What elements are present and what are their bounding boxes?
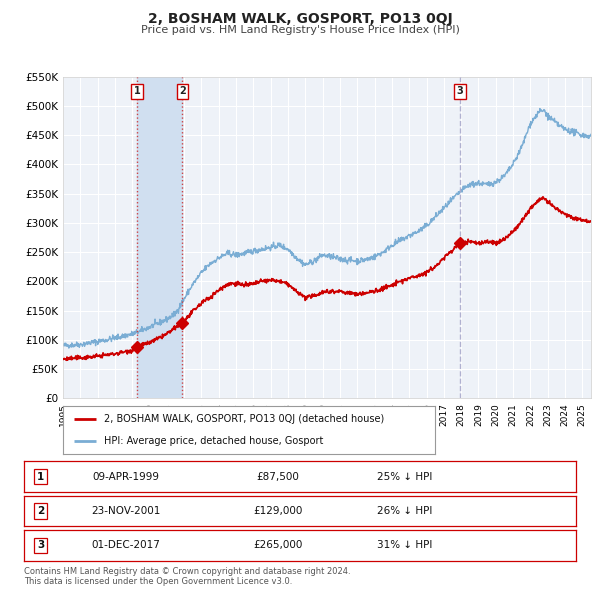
Text: Contains HM Land Registry data © Crown copyright and database right 2024.
This d: Contains HM Land Registry data © Crown c… xyxy=(24,567,350,586)
Text: 31% ↓ HPI: 31% ↓ HPI xyxy=(377,540,433,550)
Text: 2: 2 xyxy=(37,506,44,516)
Text: 23-NOV-2001: 23-NOV-2001 xyxy=(91,506,161,516)
Text: £265,000: £265,000 xyxy=(253,540,302,550)
Text: 26% ↓ HPI: 26% ↓ HPI xyxy=(377,506,433,516)
Text: 1: 1 xyxy=(37,472,44,481)
Text: Price paid vs. HM Land Registry's House Price Index (HPI): Price paid vs. HM Land Registry's House … xyxy=(140,25,460,35)
Text: £87,500: £87,500 xyxy=(256,472,299,481)
Text: 01-DEC-2017: 01-DEC-2017 xyxy=(92,540,161,550)
Text: £129,000: £129,000 xyxy=(253,506,302,516)
Text: 2, BOSHAM WALK, GOSPORT, PO13 0QJ: 2, BOSHAM WALK, GOSPORT, PO13 0QJ xyxy=(148,12,452,26)
Text: 2, BOSHAM WALK, GOSPORT, PO13 0QJ (detached house): 2, BOSHAM WALK, GOSPORT, PO13 0QJ (detac… xyxy=(104,414,384,424)
Bar xyxy=(137,77,182,398)
Text: 2: 2 xyxy=(179,86,186,96)
Text: 3: 3 xyxy=(37,540,44,550)
Text: HPI: Average price, detached house, Gosport: HPI: Average price, detached house, Gosp… xyxy=(104,436,323,446)
Text: 09-APR-1999: 09-APR-1999 xyxy=(92,472,160,481)
Text: 25% ↓ HPI: 25% ↓ HPI xyxy=(377,472,433,481)
Text: 1: 1 xyxy=(134,86,140,96)
Text: 3: 3 xyxy=(457,86,463,96)
